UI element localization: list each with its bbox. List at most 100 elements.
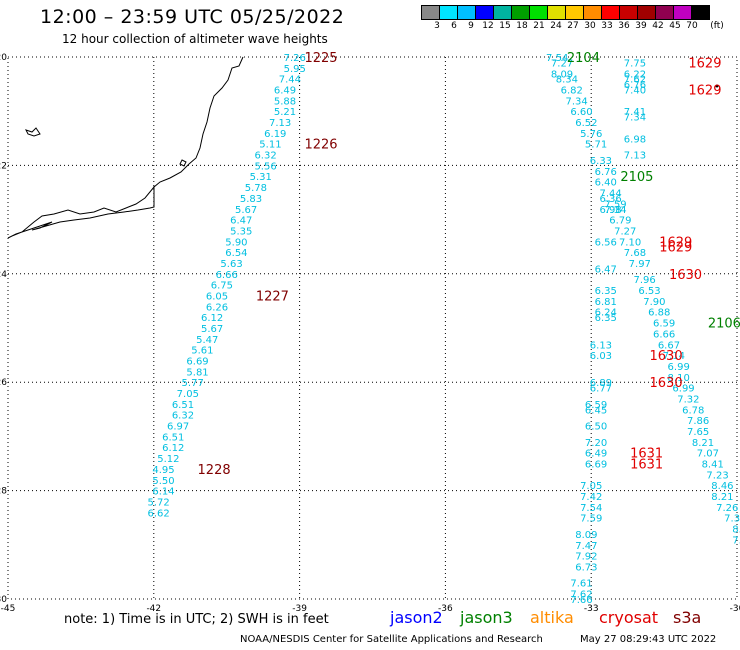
swh-value: 6.59 (585, 400, 607, 411)
legend-label: 33 (601, 21, 613, 31)
swh-value: 5.50 (152, 476, 174, 487)
swh-value: 6.78 (682, 405, 704, 416)
island-dot (715, 84, 719, 88)
swh-value: 6.03 (590, 351, 612, 362)
swh-value: 6.60 (570, 107, 592, 118)
swh-value: 5.95 (284, 64, 306, 75)
credit-text: NOAA/NESDIS Center for Satellite Applica… (240, 634, 543, 645)
swh-value: 6.47 (230, 216, 252, 227)
swh-value: 8.34 (556, 75, 578, 86)
map-frame (7, 56, 738, 600)
legend-label: 12 (482, 21, 494, 31)
footer-note: note: 1) Time is in UTC; 2) SWH is in fe… (64, 612, 329, 627)
swh-value: 7.27 (614, 226, 636, 237)
swh-value: 6.76 (595, 167, 617, 178)
swh-value: 7.54 (546, 53, 568, 64)
swh-value: 8.21 (692, 438, 714, 449)
lon-tick-label: -30 (730, 604, 740, 614)
pass-time-label: 1226 (304, 138, 337, 153)
sat-jason2-label: jason2 (390, 608, 443, 627)
page-subtitle: 12 hour collection of altimeter wave hei… (62, 32, 328, 46)
lat-tick-label: -28 (0, 487, 7, 497)
swh-value: 7.42 (580, 492, 602, 503)
lon-tick-label: -42 (146, 604, 161, 614)
swh-value: 8.10 (668, 373, 690, 384)
swh-value: 6.66 (216, 270, 238, 281)
swh-value: 7.26 (716, 503, 738, 514)
lon-tick-label: -45 (1, 604, 16, 614)
swh-value: 7.65 (687, 427, 709, 438)
swh-value: 8.09 (575, 530, 597, 541)
swh-value: 6.52 (575, 118, 597, 129)
color-legend: 3 6 9 12 15 18 21 24 27 30 33 36 39 42 45 70 (ft) (421, 5, 724, 32)
pass-time-label: 1227 (256, 289, 289, 304)
swh-value: 6.40 (595, 178, 617, 189)
pass-time-label: 1629 (688, 56, 721, 71)
pass-time-label: 1631 (630, 458, 663, 473)
legend-label: 18 (516, 21, 528, 31)
swh-value: 7.59 (580, 514, 602, 525)
legend-swatch (691, 5, 710, 20)
swh-value: 7.59 (604, 199, 626, 210)
swh-value: 7.05 (177, 389, 199, 400)
lat-tick-label: -20 (0, 53, 7, 63)
swh-value: 7.34 (624, 113, 646, 124)
legend-label: 15 (499, 21, 511, 31)
sat-altika-label: altika (530, 608, 574, 627)
swh-value: 6.51 (172, 400, 194, 411)
swh-value: 7.41 (624, 107, 646, 118)
pass-time-label: 1630 (650, 376, 683, 391)
swh-value: 8. (732, 525, 740, 536)
pass-time-label: 1629 (688, 84, 721, 99)
swh-value: 6.49 (274, 86, 296, 97)
swh-value: 5.67 (201, 324, 223, 335)
swh-value: 5.71 (585, 140, 607, 151)
swh-value: 7.10 (619, 237, 641, 248)
swh-value: 7.62 (570, 590, 592, 601)
swh-value: 5.83 (240, 194, 262, 205)
swh-value: 6.98 (600, 205, 622, 216)
swh-value: 6.98 (624, 134, 646, 145)
swh-value: 6.77 (590, 384, 612, 395)
swh-value: 5.11 (259, 140, 281, 151)
swh-value: 7.27 (551, 58, 573, 69)
legend-label: 21 (533, 21, 545, 31)
swh-value: 6.59 (653, 319, 675, 330)
swh-value: 7. (732, 535, 740, 546)
swh-value: 6.13 (590, 340, 612, 351)
pass-time-label: 1629 (659, 235, 692, 250)
swh-value: 6.50 (585, 422, 607, 433)
pass-time-label: 2104 (567, 51, 600, 66)
swh-value: 6.54 (225, 248, 247, 259)
lon-tick-label: -36 (438, 604, 453, 614)
lat-tick-label: -24 (0, 270, 7, 280)
swh-value: 6.36 (600, 194, 622, 205)
swh-value: 7.97 (629, 259, 651, 270)
swh-value: 8.46 (711, 481, 733, 492)
swh-value: 7.47 (575, 541, 597, 552)
swh-value: 6.24 (595, 308, 617, 319)
swh-value: 6.22 (624, 69, 646, 80)
legend-label: 24 (550, 21, 562, 31)
swh-value: 6.89 (590, 378, 612, 389)
swh-value: 7.3 (724, 514, 740, 525)
swh-value: 7.90 (643, 297, 665, 308)
swh-value: 6.19 (264, 129, 286, 140)
swh-value: 6.53 (638, 286, 660, 297)
legend-label: (ft) (710, 21, 724, 31)
swh-value: 6.81 (595, 297, 617, 308)
swh-value: 6.79 (609, 216, 631, 227)
pass-time-label: 1629 (659, 241, 692, 256)
swh-value: 7.14 (663, 351, 685, 362)
pass-time-label: 1228 (198, 463, 231, 478)
swh-value: 6.69 (186, 357, 208, 368)
pass-time-label: 1630 (669, 268, 702, 283)
legend-label: 36 (618, 21, 630, 31)
swh-value: 7.07 (697, 449, 719, 460)
swh-value: 7.34 (604, 205, 626, 216)
swh-value: 6.62 (148, 508, 170, 519)
legend-label: 42 (652, 21, 664, 31)
swh-value: 4.95 (152, 465, 174, 476)
swh-value: 7.26 (284, 53, 306, 64)
